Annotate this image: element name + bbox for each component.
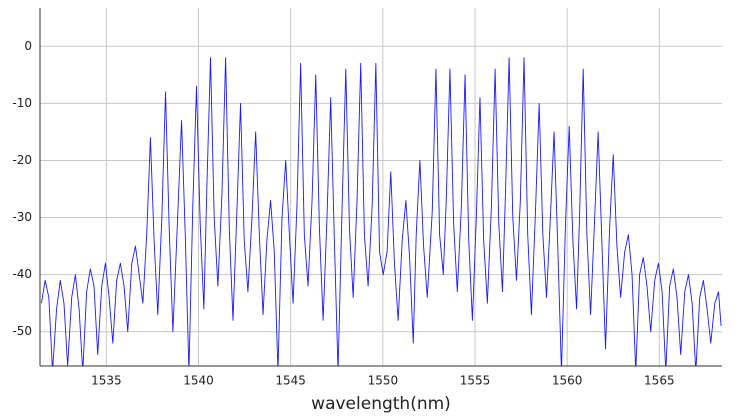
tick-labels: -50 -40 -30 -20 -10 0 1535 1540 1545 1550 1555 1560… [12, 39, 674, 388]
x-tick-label: 1560 [552, 374, 583, 388]
y-tick-label: -50 [12, 324, 32, 338]
y-tick-label: 0 [24, 39, 32, 53]
y-tick-label: -10 [12, 96, 32, 110]
x-tick-label: 1555 [460, 374, 491, 388]
y-tick-label: -30 [12, 210, 32, 224]
plot-area [41, 57, 722, 366]
y-tick-label: -20 [12, 153, 32, 167]
x-tick-label: 1565 [644, 374, 675, 388]
x-tick-label: 1540 [183, 374, 214, 388]
spectrum-line [41, 57, 722, 366]
x-axis-label: wavelength(nm) [311, 394, 451, 414]
x-tick-label: 1535 [91, 374, 122, 388]
grid [40, 8, 722, 366]
x-tick-label: 1545 [275, 374, 306, 388]
x-tick-label: 1550 [368, 374, 399, 388]
y-tick-label: -40 [12, 267, 32, 281]
